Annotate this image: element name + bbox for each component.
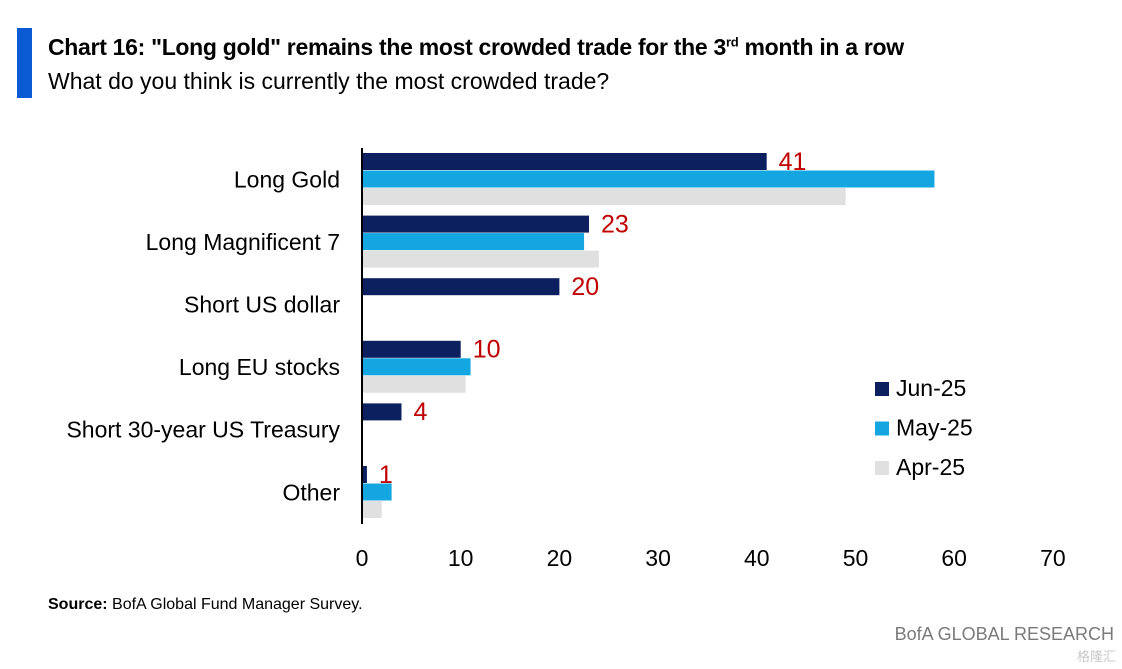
bar-may-25-3 [362,358,471,376]
data-label: 23 [601,210,629,238]
x-tick-label: 60 [941,545,967,571]
bar-apr-25-0 [362,188,846,205]
bar-may-25-0 [362,170,935,188]
bar-may-25-1 [362,233,585,251]
category-label: Short 30-year US Treasury [66,417,340,443]
bar-jun-25-0 [362,153,767,170]
data-label: 4 [413,398,427,426]
x-tick-label: 50 [843,545,869,571]
legend-swatch-apr-25 [875,461,889,475]
chart-panel: Long Gold 41 Long Magnificent 7 23 Short US … [47,124,1113,584]
legend-label: Apr-25 [896,454,965,480]
bar-jun-25-2 [362,278,560,296]
legend-label: May-25 [896,415,973,441]
x-tick-label: 20 [547,545,573,571]
title-superscript: rd [725,34,739,50]
bar-jun-25-1 [362,215,590,233]
title-main: Chart 16: "Long gold" remains the most c… [48,34,726,60]
title-end: month in a row [738,34,904,60]
source-label: Source: [48,596,108,613]
bar-may-25-5 [362,483,392,501]
x-tick-label: 70 [1040,545,1066,571]
bar-jun-25-3 [362,340,461,358]
x-tick-label: 0 [356,545,369,571]
x-tick-label: 40 [744,545,770,571]
category-label: Long Gold [234,166,340,192]
x-tick-label: 10 [448,545,474,571]
category-label: Long Magnificent 7 [146,229,340,255]
brand-footer: BofA GLOBAL RESEARCH [894,624,1114,644]
bar-jun-25-4 [362,403,402,421]
bar-apr-25-3 [362,375,466,393]
data-label: 20 [571,273,599,301]
category-label: Short US dollar [184,291,340,317]
data-label: 41 [779,148,807,176]
bar-jun-25-5 [362,466,367,483]
chart-subtitle: What do you think is currently the most … [48,68,610,94]
bar-apr-25-5 [362,501,382,518]
accent-bar [17,28,32,98]
source-note: Source: BofA Global Fund Manager Survey. [48,596,363,614]
legend-label: Jun-25 [896,375,966,401]
category-label: Other [282,479,340,505]
bar-apr-25-1 [362,250,599,268]
watermark: 格隆汇 [1076,649,1116,664]
x-tick-label: 30 [645,545,671,571]
data-label: 1 [379,461,393,489]
category-label: Long EU stocks [179,354,340,380]
legend-swatch-jun-25 [875,382,889,396]
chart-title: Chart 16: "Long gold" remains the most c… [48,34,904,61]
data-label: 10 [473,336,501,364]
source-text: BofA Global Fund Manager Survey. [107,596,363,613]
legend-swatch-may-25 [875,421,889,436]
